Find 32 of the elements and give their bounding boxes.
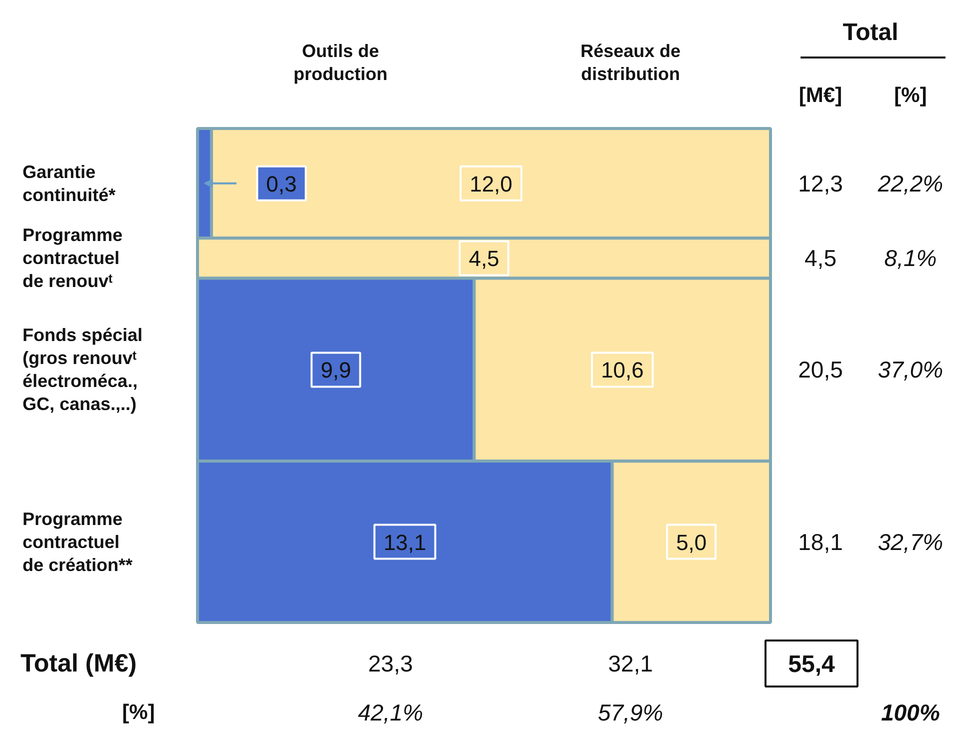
data-label: 13,1 [383,530,426,555]
text: [M€] [798,84,842,107]
data-label: 4,5 [468,246,500,272]
category-label: Fonds spécial (gros renouvᵗ électroméca., GC, canas.,..) [22,325,143,414]
text: [%] [894,84,927,107]
text: 18,1 [798,528,843,555]
text: 8,1% [884,245,937,272]
text: 100% [881,700,940,726]
text: Outils de production [294,41,388,84]
data-label: 5,0 [676,530,707,555]
text: 12,3 [798,170,843,196]
text: 42,1% [358,700,424,726]
data-label: 0,3 [266,171,297,196]
text: 23,3 [368,650,413,676]
text: 55,4 [788,651,836,678]
text: Réseaux de distribution [580,41,681,84]
category-label: Programme contractuel de renouvᵗ [22,225,123,292]
text: Total [842,19,898,46]
data-label: 12,0 [470,171,512,196]
text: 22,2% [876,170,944,196]
text: 4,5 [804,245,836,272]
category-label: Programme contractuel de création** [22,508,133,575]
text: 37,0% [878,356,944,383]
text: 57,9% [598,700,664,726]
text: 32,7% [878,528,944,555]
data-label: 10,6 [600,358,644,383]
text: [%] [122,701,155,724]
data-label: 9,9 [320,358,352,383]
text: Total (M€) [20,650,137,678]
text: 20,5 [798,356,843,383]
category-label: Garantie continuité* [22,162,116,205]
text: 32,1 [608,650,653,676]
